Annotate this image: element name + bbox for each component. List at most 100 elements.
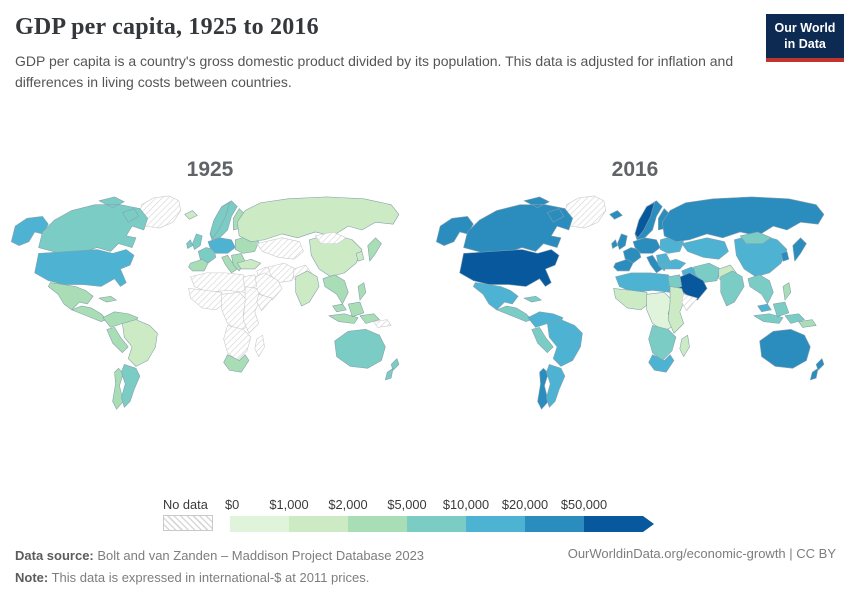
region-east-africa[interactable] — [667, 286, 686, 334]
region-south-africa[interactable] — [223, 354, 250, 373]
map-panel-2016: 2016 — [430, 158, 840, 417]
region-chile[interactable] — [112, 368, 124, 410]
region-indonesia[interactable] — [753, 301, 805, 324]
region-india[interactable] — [295, 270, 320, 307]
region-uk[interactable] — [186, 233, 203, 250]
region-central-asia[interactable] — [256, 237, 304, 260]
region-peru[interactable] — [531, 327, 554, 354]
region-turkey[interactable] — [236, 258, 261, 270]
region-usa[interactable] — [34, 249, 135, 287]
region-argentina[interactable] — [121, 364, 141, 408]
region-central-america[interactable] — [496, 305, 533, 322]
region-central-asia[interactable] — [681, 237, 729, 260]
region-chile[interactable] — [537, 368, 549, 410]
region-germany-central[interactable] — [632, 237, 661, 254]
legend-no-data-swatch — [163, 515, 213, 531]
region-turkey[interactable] — [661, 258, 686, 270]
legend-segment-1 — [289, 516, 348, 532]
region-mongolia[interactable] — [314, 231, 347, 244]
legend-segment-3 — [407, 516, 466, 532]
footer-note-line: Note: This data is expressed in internat… — [15, 567, 424, 589]
region-argentina[interactable] — [546, 364, 566, 408]
region-germany-central[interactable] — [207, 237, 236, 254]
region-canada[interactable] — [38, 196, 148, 254]
region-central-america[interactable] — [71, 305, 108, 322]
region-brazil[interactable] — [547, 319, 583, 367]
region-new-zealand[interactable] — [385, 358, 400, 381]
region-cuba[interactable] — [523, 295, 542, 303]
legend-segment-6 — [584, 516, 643, 532]
region-madagascar[interactable] — [679, 334, 690, 357]
region-greenland[interactable] — [137, 195, 182, 229]
region-png[interactable] — [373, 319, 392, 328]
region-madagascar[interactable] — [254, 334, 265, 357]
region-png[interactable] — [798, 319, 817, 328]
footer-owid-link[interactable]: OurWorldinData.org/economic-growth | CC … — [567, 546, 836, 561]
region-canada[interactable] — [463, 196, 573, 254]
region-japan[interactable] — [792, 237, 807, 262]
region-iceland[interactable] — [609, 210, 623, 220]
footer-note-label: Note: — [15, 570, 49, 586]
region-korea[interactable] — [780, 251, 790, 262]
region-iran[interactable] — [693, 262, 721, 283]
owid-logo-line1: Our World — [774, 21, 836, 35]
region-australia[interactable] — [334, 329, 386, 369]
world-map-2016[interactable] — [430, 193, 840, 417]
region-philippines[interactable] — [357, 282, 367, 301]
region-west-africa[interactable] — [188, 288, 226, 311]
legend-tick-5: $20,000 — [501, 497, 549, 512]
region-korea[interactable] — [355, 251, 365, 262]
world-map-1925[interactable] — [5, 193, 415, 417]
legend-segment-2 — [348, 516, 407, 532]
region-se-asia[interactable] — [747, 274, 774, 305]
region-west-africa[interactable] — [613, 288, 651, 311]
map-year-label-2016: 2016 — [611, 158, 659, 181]
legend-tick-6: $50,000 — [560, 497, 608, 512]
footer-source-text: Bolt and van Zanden – Maddison Project D… — [97, 548, 425, 563]
region-iberia[interactable] — [188, 258, 209, 272]
region-peru[interactable] — [106, 327, 129, 354]
footer-note-text: This data is expressed in international-… — [51, 570, 370, 586]
legend-tick-3: $5,000 — [387, 497, 427, 512]
region-mexico[interactable] — [48, 282, 94, 311]
footer-source-note: Data source: Bolt and van Zanden – Maddi… — [15, 545, 424, 589]
chart-subtitle: GDP per capita is a country's gross dome… — [15, 53, 734, 90]
region-southern-africa[interactable] — [648, 325, 677, 361]
region-brazil[interactable] — [122, 319, 158, 367]
region-horn[interactable] — [681, 293, 698, 312]
region-southern-africa[interactable] — [223, 325, 252, 361]
legend-arrow-icon — [643, 516, 654, 532]
region-malaysia[interactable] — [757, 303, 772, 313]
region-malaysia[interactable] — [332, 303, 347, 313]
region-mexico[interactable] — [473, 282, 519, 311]
region-norway[interactable] — [634, 202, 655, 239]
region-australia[interactable] — [759, 329, 811, 369]
region-cuba[interactable] — [98, 295, 117, 303]
region-se-asia[interactable] — [322, 274, 349, 305]
region-philippines[interactable] — [782, 282, 792, 301]
legend-tick-4: $10,000 — [442, 497, 490, 512]
region-india[interactable] — [720, 270, 745, 307]
region-south-africa[interactable] — [648, 354, 675, 373]
legend-color-segments — [230, 516, 654, 532]
region-japan[interactable] — [367, 237, 382, 262]
region-uk[interactable] — [611, 233, 628, 250]
page-title: GDP per capita, 1925 to 2016 — [15, 14, 319, 40]
region-greenland[interactable] — [562, 195, 607, 229]
region-russia[interactable] — [236, 196, 400, 242]
region-indonesia[interactable] — [328, 301, 380, 324]
region-iran[interactable] — [268, 262, 296, 283]
region-horn[interactable] — [256, 293, 273, 312]
region-new-zealand[interactable] — [810, 358, 825, 381]
region-russia[interactable] — [661, 196, 825, 242]
legend-tick-0: $0 — [225, 497, 240, 512]
owid-logo[interactable]: Our World in Data — [766, 14, 844, 62]
region-east-africa[interactable] — [242, 286, 261, 334]
map-year-label-1925: 1925 — [186, 158, 234, 181]
region-norway[interactable] — [209, 202, 230, 239]
region-iberia[interactable] — [613, 258, 634, 272]
region-iceland[interactable] — [184, 210, 198, 220]
region-usa[interactable] — [459, 249, 560, 287]
region-mongolia[interactable] — [739, 231, 772, 244]
